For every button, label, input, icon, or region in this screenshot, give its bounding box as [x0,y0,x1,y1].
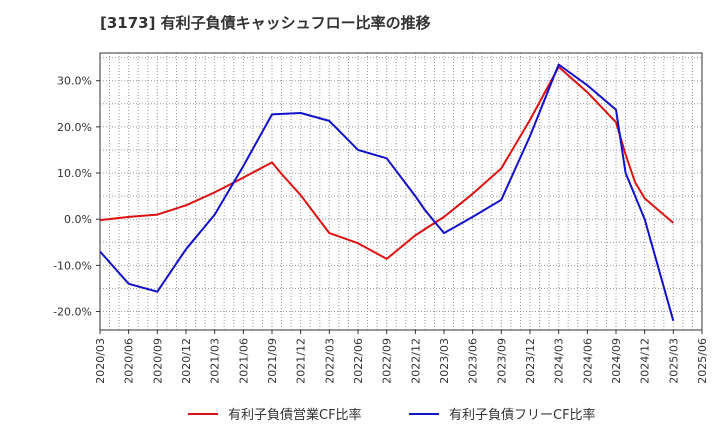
legend: 有利子負債営業CF比率 有利子負債フリーCF比率 [188,407,596,423]
x-tick-label: 2021/03 [209,338,222,384]
x-tick-label: 2021/12 [295,338,308,384]
y-tick-label: 20.0% [57,121,92,134]
chart-title: [3173] 有利子負債キャッシュフロー比率の推移 [100,14,431,32]
x-tick-label: 2025/03 [667,338,680,384]
x-tick-label: 2020/12 [180,338,193,384]
y-tick-label: 0.0% [64,213,92,226]
x-tick-label: 2020/03 [94,338,107,384]
y-tick-label: 10.0% [57,167,92,180]
y-axis: 30.0% 20.0% 10.0% 0.0% -10.0% -20.0% [53,75,100,319]
x-tick-label: 2025/06 [696,338,709,384]
x-tick-label: 2023/06 [467,338,480,384]
x-tick-label: 2020/09 [151,338,164,384]
x-tick-label: 2023/09 [495,338,508,384]
x-tick-label: 2022/03 [323,338,336,384]
legend-label-1: 有利子負債営業CF比率 [228,407,362,423]
x-tick-label: 2021/06 [237,338,250,384]
y-tick-label: -20.0% [53,306,92,319]
x-tick-label: 2020/06 [123,338,136,384]
x-axis: 2020/03 2020/06 2020/09 2020/12 2021/03 2021/… [94,330,709,384]
x-tick-label: 2021/09 [266,338,279,384]
series-line-2 [99,63,675,322]
x-tick-label: 2023/12 [524,338,537,384]
x-tick-label: 2024/09 [610,338,623,384]
x-tick-label: 2023/03 [438,338,451,384]
series-line-1 [99,65,674,260]
x-tick-label: 2022/09 [381,338,394,384]
y-tick-label: 30.0% [57,75,92,88]
legend-label-2: 有利子負債フリーCF比率 [449,407,596,423]
x-tick-label: 2024/06 [581,338,594,384]
y-tick-label: -10.0% [53,259,92,272]
grid [100,53,702,330]
x-tick-label: 2022/12 [409,338,422,384]
series-lines [99,63,675,322]
plot-area [99,52,703,331]
x-tick-label: 2022/06 [352,338,365,384]
x-tick-label: 2024/03 [553,338,566,384]
x-tick-label: 2024/12 [639,338,652,384]
